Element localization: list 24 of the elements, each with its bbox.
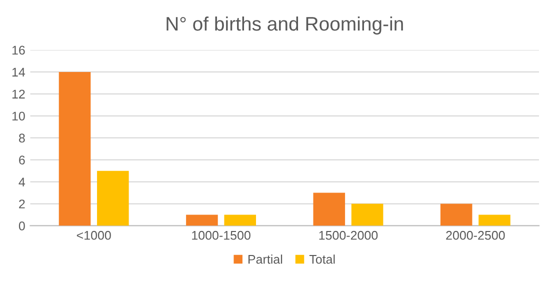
bar bbox=[313, 192, 346, 226]
y-tick-label: 8 bbox=[18, 134, 25, 143]
bar bbox=[97, 170, 129, 226]
x-tick-label: 1000-1500 bbox=[192, 230, 250, 240]
bar bbox=[351, 204, 384, 226]
y-tick-label: 10 bbox=[12, 112, 25, 121]
y-tick-label: 14 bbox=[12, 68, 26, 76]
y-tick-label: 16 bbox=[12, 46, 25, 55]
x-tick-label: 1500-2000 bbox=[319, 230, 378, 240]
y-tick-label: 0 bbox=[18, 222, 25, 230]
y-tick-label: 6 bbox=[19, 156, 25, 164]
legend-label: Total bbox=[309, 254, 335, 264]
bar bbox=[440, 204, 472, 226]
bar bbox=[58, 72, 91, 226]
bar bbox=[224, 214, 256, 226]
bar bbox=[478, 214, 510, 226]
bar bbox=[186, 214, 218, 226]
x-tick-label: 2000-2500 bbox=[446, 230, 505, 240]
y-tick-label: 12 bbox=[12, 90, 25, 98]
chart-title: N° of births and Rooming-in bbox=[166, 16, 403, 35]
legend-label: Partial bbox=[248, 254, 282, 264]
y-tick-label: 2 bbox=[19, 200, 25, 208]
x-tick-label: <1000 bbox=[76, 230, 111, 240]
y-tick-label: 4 bbox=[18, 178, 26, 186]
